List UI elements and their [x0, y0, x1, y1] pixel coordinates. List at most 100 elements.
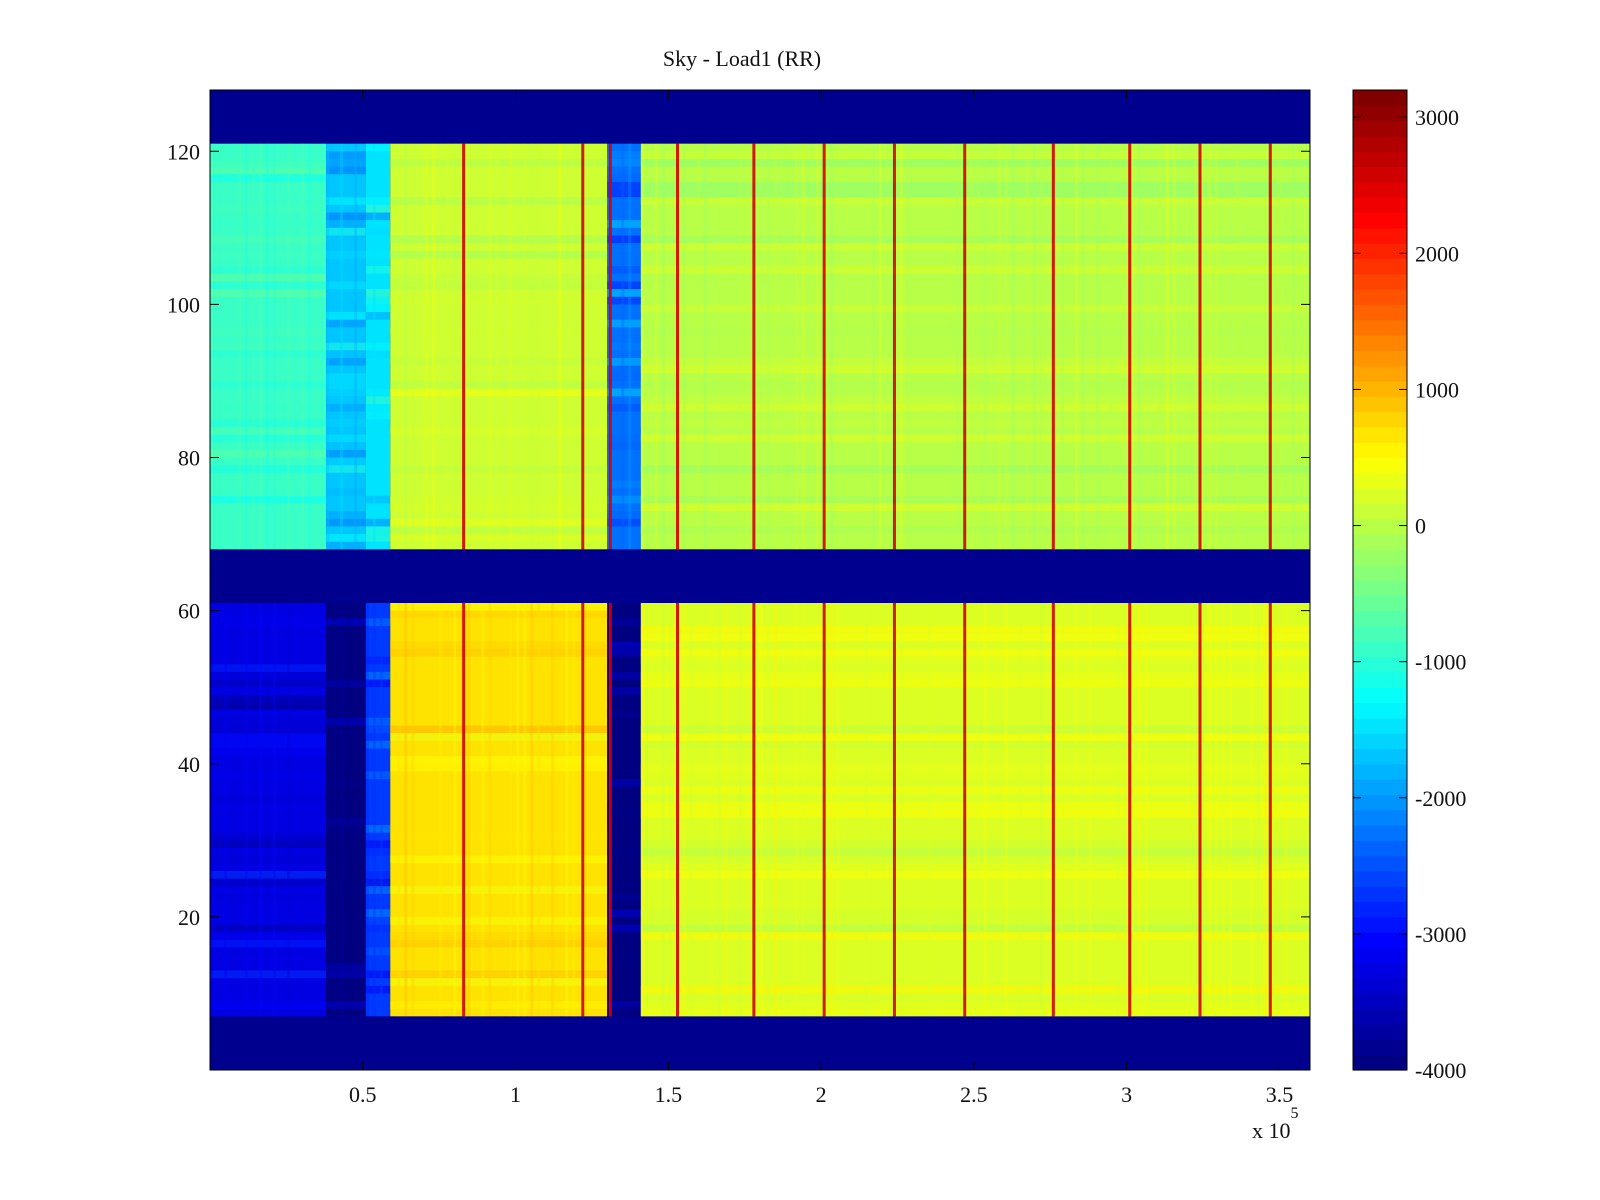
- heatmap-row: [210, 740, 327, 749]
- heatmap-streak: [432, 143, 436, 550]
- heatmap-streak: [640, 143, 644, 550]
- heatmap-streak: [1018, 602, 1022, 1017]
- heatmap-spike-11: [1268, 602, 1272, 1017]
- heatmap-streak: [1200, 143, 1204, 550]
- heatmap-streak: [333, 602, 337, 1017]
- heatmap-row: [607, 266, 641, 274]
- heatmap-row: [326, 679, 366, 688]
- heatmap-streak: [411, 143, 415, 550]
- heatmap-row: [365, 212, 391, 221]
- heatmap-row: [210, 794, 327, 803]
- heatmap-row: [210, 426, 327, 435]
- colorbar-step: [1353, 396, 1407, 413]
- heatmap-spike-3: [676, 143, 679, 550]
- colorbar-step: [1353, 641, 1407, 658]
- heatmap-streak: [537, 143, 541, 550]
- colorbar-step: [1353, 763, 1407, 780]
- heatmap-streak: [1200, 602, 1204, 1017]
- heatmap-row: [607, 978, 641, 986]
- heatmap-row: [326, 419, 366, 427]
- heatmap-spike-2: [608, 143, 612, 550]
- heatmap-streak: [864, 602, 868, 1017]
- heatmap-row: [390, 648, 608, 657]
- heatmap-streak: [906, 143, 910, 550]
- heatmap-row: [326, 947, 366, 956]
- colorbar-step: [1353, 886, 1407, 903]
- heatmap-streak: [710, 602, 714, 1017]
- heatmap-row: [640, 151, 1310, 159]
- heatmap-streak: [1039, 143, 1043, 550]
- heatmap-row: [607, 342, 641, 351]
- colorbar-step: [1353, 702, 1407, 719]
- colorbar-step: [1353, 717, 1407, 734]
- heatmap-row: [640, 809, 1310, 818]
- heatmap-streak: [745, 143, 749, 550]
- heatmap-streak: [530, 143, 534, 550]
- heatmap-streak: [1130, 602, 1134, 1017]
- heatmap-row: [365, 419, 391, 427]
- heatmap-row: [390, 380, 608, 389]
- heatmap-streak: [238, 143, 241, 550]
- y-tick-label-1: 40: [178, 752, 200, 777]
- colorbar-step: [1353, 809, 1407, 826]
- heatmap-streak: [1081, 143, 1085, 550]
- colorbar-step: [1353, 671, 1407, 688]
- heatmap-streak: [829, 143, 833, 550]
- heatmap-streak: [308, 143, 311, 550]
- heatmap-row: [326, 786, 366, 795]
- colorbar-step: [1353, 166, 1407, 183]
- heatmap-streak: [354, 143, 358, 550]
- heatmap-row: [607, 671, 641, 680]
- heatmap-row: [210, 235, 327, 244]
- heatmap-streak: [224, 602, 227, 1017]
- y-axis: 20 40 60 80 100 120: [167, 139, 1310, 930]
- heatmap-spike-9: [1128, 602, 1132, 1017]
- heatmap-spike-4: [752, 143, 756, 550]
- heatmap-row: [365, 656, 391, 665]
- colorbar-step: [1353, 503, 1407, 520]
- heatmap-row: [365, 388, 391, 397]
- heatmap-streak: [983, 602, 987, 1017]
- heatmap-row: [210, 664, 327, 672]
- colorbar-step: [1353, 197, 1407, 214]
- heatmap-row: [326, 442, 366, 450]
- colorbar-step: [1353, 472, 1407, 489]
- heatmap-row: [365, 396, 391, 404]
- heatmap-streak: [773, 143, 777, 550]
- heatmap-row: [390, 357, 608, 366]
- heatmap-streak: [1039, 602, 1043, 1017]
- heatmap-row: [365, 227, 391, 236]
- heatmap-row: [640, 166, 1310, 175]
- heatmap-row: [607, 710, 641, 718]
- heatmap-row: [210, 403, 327, 412]
- heatmap-row: [210, 250, 327, 259]
- heatmap-row: [640, 518, 1310, 527]
- heatmap-row: [210, 342, 327, 351]
- heatmap-row: [326, 633, 366, 642]
- heatmap-row: [365, 296, 391, 305]
- heatmap-row: [365, 266, 391, 274]
- heatmap-row: [640, 656, 1310, 665]
- heatmap-row: [607, 955, 641, 963]
- heatmap-row: [365, 740, 391, 749]
- heatmap-row: [210, 840, 327, 848]
- heatmap-streak: [460, 143, 464, 550]
- heatmap-streak: [621, 143, 625, 550]
- heatmap-row: [640, 648, 1310, 657]
- heatmap-row: [365, 725, 391, 734]
- heatmap-row: [390, 197, 608, 205]
- heatmap-row: [390, 327, 608, 335]
- heatmap-row: [640, 671, 1310, 680]
- heatmap-row: [326, 250, 366, 259]
- heatmap-row: [390, 725, 608, 734]
- heatmap-streak: [780, 143, 784, 550]
- heatmap-row: [210, 610, 327, 619]
- heatmap-row: [390, 281, 608, 290]
- heatmap-streak: [661, 602, 665, 1017]
- heatmap-row: [326, 488, 366, 496]
- colorbar-step: [1353, 488, 1407, 505]
- heatmap-streak: [530, 602, 534, 1017]
- heatmap-streak: [273, 143, 276, 550]
- heatmap-spike-11: [1268, 143, 1272, 550]
